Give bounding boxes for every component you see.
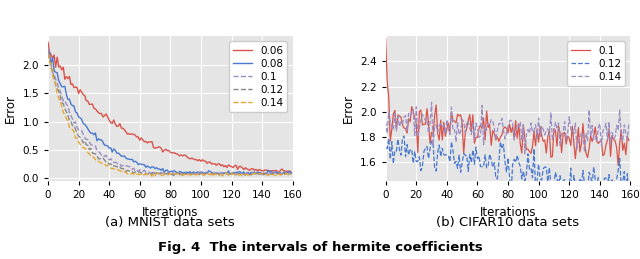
0.12 <box>541 165 548 168</box>
0.12 <box>276 173 284 176</box>
0.1 <box>540 140 547 143</box>
Line: 0.14: 0.14 <box>386 102 629 154</box>
Y-axis label: Error: Error <box>4 94 17 123</box>
0.08 <box>276 171 284 175</box>
0.1 <box>113 161 121 164</box>
0.06 <box>287 170 295 174</box>
0.12 <box>452 160 460 163</box>
0.14 <box>452 140 460 143</box>
0.14 <box>616 108 623 111</box>
Line: 0.1: 0.1 <box>386 39 629 165</box>
0.12 <box>518 177 525 181</box>
0.12 <box>180 172 188 176</box>
0.14 <box>148 175 156 178</box>
Line: 0.06: 0.06 <box>48 42 291 173</box>
0.14 <box>113 168 121 171</box>
0.08 <box>287 171 295 175</box>
Line: 0.12: 0.12 <box>386 136 629 202</box>
0.1 <box>580 141 588 144</box>
0.12 <box>93 154 100 157</box>
0.14 <box>518 139 525 142</box>
X-axis label: Iterations: Iterations <box>142 206 198 219</box>
0.12 <box>614 169 622 172</box>
0.1 <box>516 142 524 145</box>
0.1 <box>625 139 633 142</box>
0.1 <box>276 172 284 176</box>
Text: (a) MNIST data sets: (a) MNIST data sets <box>106 216 236 229</box>
0.12 <box>170 174 177 177</box>
0.1 <box>614 164 622 167</box>
0.14 <box>244 173 252 176</box>
Legend: 0.1, 0.12, 0.14: 0.1, 0.12, 0.14 <box>566 41 625 86</box>
0.1 <box>180 172 188 176</box>
0.14 <box>44 52 52 55</box>
Legend: 0.06, 0.08, 0.1, 0.12, 0.14: 0.06, 0.08, 0.1, 0.12, 0.14 <box>229 41 287 112</box>
X-axis label: Iterations: Iterations <box>480 206 536 219</box>
Line: 0.12: 0.12 <box>48 53 291 175</box>
0.12 <box>244 172 252 176</box>
0.14 <box>625 123 633 126</box>
0.1 <box>93 149 100 152</box>
0.14 <box>543 129 550 132</box>
0.06 <box>202 160 209 163</box>
0.1 <box>431 114 438 117</box>
0.12 <box>44 52 52 55</box>
Text: (b) CIFAR10 data sets: (b) CIFAR10 data sets <box>436 216 580 229</box>
0.08 <box>179 171 186 175</box>
Line: 0.1: 0.1 <box>48 48 291 175</box>
0.08 <box>244 171 252 175</box>
0.1 <box>287 171 295 174</box>
0.08 <box>196 173 204 176</box>
0.14 <box>180 173 188 176</box>
0.08 <box>93 139 100 142</box>
0.1 <box>382 37 390 40</box>
0.12 <box>400 134 408 138</box>
0.06 <box>113 125 121 128</box>
0.14 <box>204 172 211 176</box>
0.14 <box>428 101 435 104</box>
0.12 <box>204 171 211 175</box>
0.1 <box>244 170 252 174</box>
0.14 <box>433 123 440 126</box>
0.14 <box>521 152 529 155</box>
0.1 <box>179 174 186 177</box>
0.08 <box>204 171 211 175</box>
Y-axis label: Error: Error <box>342 94 355 123</box>
0.1 <box>451 120 458 123</box>
0.08 <box>44 48 52 52</box>
0.14 <box>276 174 284 177</box>
0.06 <box>93 109 100 112</box>
0.06 <box>179 154 186 157</box>
0.06 <box>276 169 284 172</box>
0.14 <box>382 120 390 123</box>
0.1 <box>44 46 52 49</box>
0.12 <box>113 165 121 168</box>
0.1 <box>204 171 211 174</box>
0.06 <box>275 172 283 175</box>
0.08 <box>113 152 121 155</box>
0.06 <box>44 41 52 44</box>
Text: Fig. 4  The intervals of hermite coefficients: Fig. 4 The intervals of hermite coeffici… <box>157 241 483 254</box>
0.06 <box>243 167 251 170</box>
0.12 <box>433 169 440 172</box>
Line: 0.08: 0.08 <box>48 50 291 175</box>
0.14 <box>93 159 100 162</box>
0.14 <box>287 173 295 176</box>
0.12 <box>287 172 295 175</box>
0.12 <box>625 200 633 204</box>
0.12 <box>582 188 590 191</box>
0.1 <box>612 146 620 149</box>
0.12 <box>382 146 390 149</box>
0.14 <box>584 140 591 143</box>
Line: 0.14: 0.14 <box>48 53 291 176</box>
